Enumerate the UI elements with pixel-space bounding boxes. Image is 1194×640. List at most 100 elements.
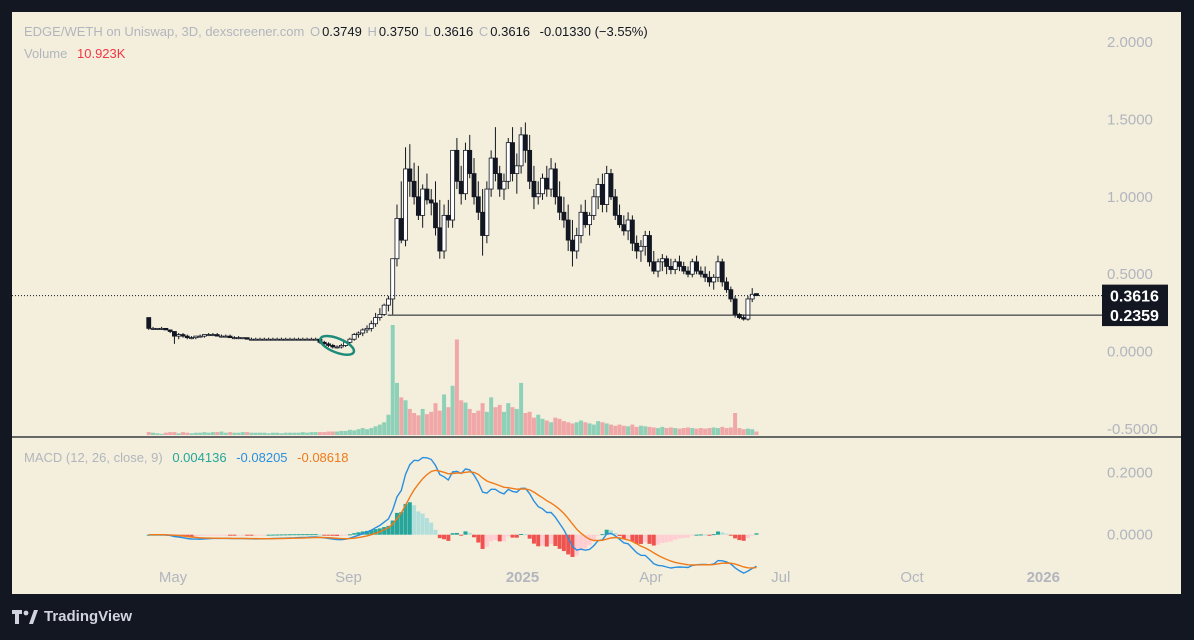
volume-bar [373,426,378,435]
macd-histogram-bar [386,525,391,535]
volume-bar [300,432,305,435]
volume-bar [536,414,541,435]
volume-bar [660,426,665,435]
volume-bar [604,423,609,435]
chart-canvas[interactable]: 2.0000 1.5000 1.0000 0.5000 0.0000 -0.5000 0.3… [12,12,1181,594]
tradingview-logo-icon[interactable] [12,609,38,624]
candle-up [625,219,631,232]
macd-histogram-bar [189,534,194,537]
macd-histogram-bar [561,534,566,552]
high-value: 0.3750 [378,24,419,39]
candle-up [193,335,199,339]
volume-bar [407,408,412,435]
volume-bar [433,403,438,435]
macd-histogram-bar [463,531,468,535]
volume-bar [399,397,404,435]
candle-up [236,337,242,340]
volume-bar [707,428,712,435]
volume-bar [180,432,185,435]
candle-down [184,335,190,339]
macd-histogram-bar [519,534,524,536]
volume-bar [472,413,477,435]
candle-down [634,242,640,252]
candle-down [608,173,614,198]
candle-down [398,218,404,241]
macd-histogram-bar [690,534,695,536]
macd-histogram-bar [600,534,605,536]
macd-histogram-bar [206,534,211,536]
macd-label: MACD (12, 26, close, 9) [24,450,163,465]
macd-histogram-bar [253,534,258,536]
volume-bar [523,413,528,435]
candle-down [471,173,477,198]
candle-up [595,184,601,198]
macd-histogram-bar [750,534,755,536]
macd-histogram-bar [300,534,305,536]
candle-down [424,188,430,201]
candle-up [745,298,751,320]
candle-down [227,335,233,339]
volume-bar [501,411,506,435]
candle-up [360,329,366,334]
chart-frame[interactable]: 2.0000 1.5000 1.0000 0.5000 0.0000 -0.5000 0.3… [12,12,1181,594]
price-axis-tick: -0.5000 [1107,421,1158,438]
candle-up [373,317,378,325]
candle-up [578,211,584,236]
macd-histogram-bar [536,534,541,547]
candle-up [642,235,648,247]
volume-bar [531,417,536,435]
macd-histogram-bar [412,505,417,535]
time-axis-tick: Oct [900,569,924,586]
candle-up [159,327,164,330]
candle-up [253,338,259,341]
macd-histogram-value: 0.004136 [172,450,227,465]
candle-up [518,134,524,167]
macd-histogram-bar [501,534,506,542]
volume-bar [681,428,686,435]
candle-down [522,134,528,151]
candle-up [364,327,370,331]
tradingview-brand[interactable]: TradingView [44,608,133,625]
candle-down [732,298,738,315]
volume-bar [703,428,708,435]
volume-bar [185,432,190,435]
candle-down [480,211,485,236]
candle-down [326,343,331,346]
candle-up [377,314,383,318]
volume-bar [720,426,725,435]
candle-down [172,331,177,337]
volume-bar [296,432,301,435]
macd-histogram-bar [429,522,434,535]
candle-down [651,261,657,272]
candle-up [347,338,353,343]
macd-histogram-bar [347,534,352,536]
volume-bar [424,414,429,435]
macd-histogram-bar [549,534,554,545]
volume-bar [638,425,643,435]
volume-bar [647,426,652,435]
volume-bar [193,432,198,435]
volume-bar [463,402,468,435]
volume-bar [202,432,207,435]
price-axis-tick: 0.0000 [1107,344,1153,361]
candle-up [291,338,297,341]
volume-bar [219,431,224,435]
volume-bar [172,432,177,435]
macd-legend: MACD (12, 26, close, 9) 0.004136 -0.0820… [24,450,350,465]
macd-histogram-bar [394,512,399,535]
macd-histogram-bar [630,534,635,542]
macd-histogram-bar [330,534,335,536]
volume-bar [480,403,485,435]
candle-up [381,304,387,315]
macd-histogram-bar [715,531,720,535]
candle-up [587,214,592,226]
candle-up [197,335,203,338]
volume-bar [159,433,164,435]
time-axis-tick: 2026 [1027,569,1060,586]
volume-bar [317,432,322,435]
candle-down [493,157,498,174]
macd-histogram-bar [621,534,626,539]
low-label: L [424,24,432,39]
candle-down [664,258,670,267]
volume-bar [489,397,494,435]
